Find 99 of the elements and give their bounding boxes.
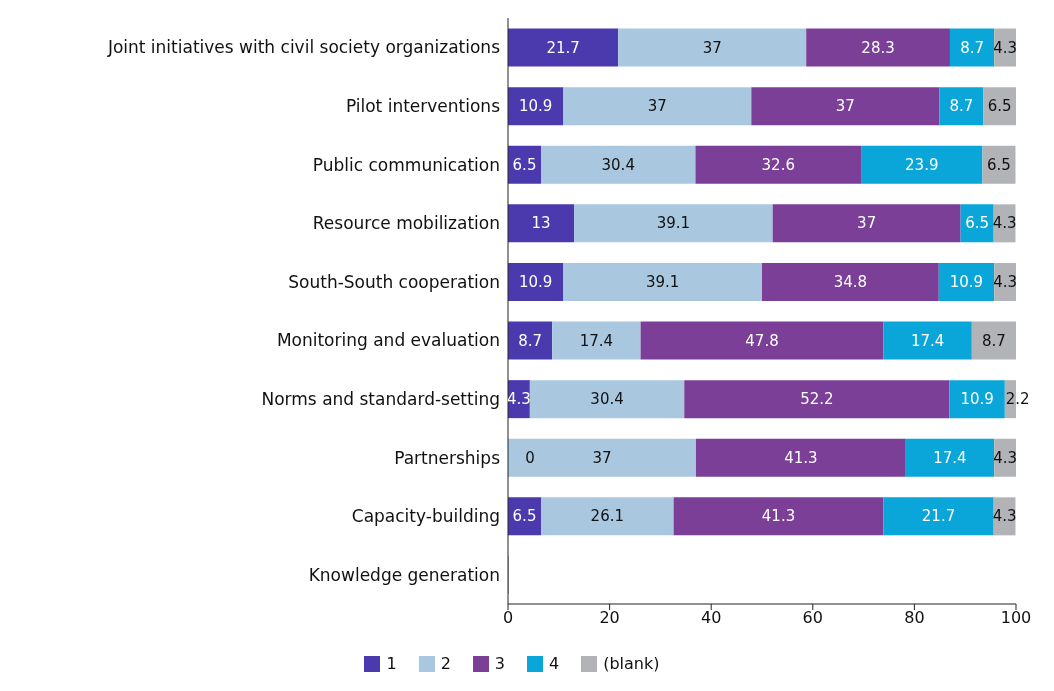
bar	[684, 380, 950, 419]
legend-label: (blank)	[603, 654, 660, 673]
data-label: 6.5	[965, 214, 990, 233]
data-label: 37	[647, 97, 667, 116]
data-label: 10.9	[960, 390, 994, 409]
bar	[640, 321, 884, 360]
data-label: 4.3	[993, 272, 1018, 291]
data-label: 34.8	[833, 272, 868, 291]
y-tick-label: Public communication	[312, 154, 500, 175]
data-label: 37	[592, 448, 612, 467]
data-label: 39.1	[645, 272, 680, 291]
x-tick-label: 40	[701, 608, 722, 628]
data-label: 30.4	[601, 155, 635, 174]
data-label: 23.9	[905, 155, 939, 174]
y-tick-label: Capacity-building	[351, 506, 500, 527]
data-label: 8.7	[960, 38, 984, 57]
bar	[695, 438, 906, 477]
data-label: 28.3	[861, 38, 895, 57]
bar	[508, 321, 553, 360]
legend-label: 1	[386, 654, 397, 673]
data-label: 41.3	[761, 507, 796, 526]
bar	[751, 87, 940, 126]
bar	[508, 28, 619, 67]
bar	[673, 497, 884, 536]
bar	[983, 87, 1016, 126]
bar	[508, 438, 696, 477]
bar	[618, 28, 807, 67]
bar	[960, 204, 994, 243]
bar	[883, 497, 994, 536]
data-label: 10.9	[949, 272, 984, 291]
data-label: 37	[857, 214, 877, 233]
legend-label: 2	[440, 654, 451, 673]
y-tick-label: South-South cooperation	[288, 271, 500, 292]
data-label: 32.6	[761, 155, 795, 174]
x-tick-label: 60	[802, 608, 823, 628]
data-label: 6.5	[512, 507, 537, 526]
bar	[508, 204, 575, 243]
bar	[938, 262, 995, 301]
data-label: 4.3	[993, 448, 1018, 467]
legend-label: 4	[549, 654, 560, 673]
bar	[574, 204, 773, 243]
data-label: 21.7	[921, 507, 956, 526]
data-label: 4.3	[993, 38, 1018, 57]
data-label: 6.5	[987, 155, 1011, 174]
bar	[949, 380, 1005, 419]
bar	[883, 321, 972, 360]
data-label: 17.4	[579, 331, 614, 350]
data-label: 8.7	[518, 331, 543, 350]
y-tick-label: Partnerships	[394, 447, 501, 468]
data-label: 10.9	[518, 97, 553, 116]
bar	[939, 87, 984, 126]
bar	[861, 145, 983, 184]
y-tick-label: Knowledge generation	[308, 564, 500, 585]
data-label: 10.9	[518, 272, 553, 291]
data-label: 0	[525, 448, 535, 467]
x-tick-label: 20	[599, 608, 620, 628]
bar	[772, 204, 961, 243]
bar	[541, 145, 696, 184]
y-tick-label: Monitoring and evaluation	[276, 330, 500, 351]
y-tick-label: Norms and standard-setting	[261, 388, 500, 409]
bar	[563, 262, 762, 301]
bar	[563, 87, 752, 126]
data-label: 21.7	[546, 38, 580, 57]
data-label: 52.2	[800, 390, 834, 409]
data-label: 39.1	[656, 214, 691, 233]
data-label: 17.4	[910, 331, 945, 350]
data-label: 47.8	[745, 331, 779, 350]
x-tick-label: 80	[904, 608, 925, 628]
data-label: 4.3	[992, 214, 1017, 233]
bar	[695, 145, 862, 184]
data-label: 6.5	[512, 155, 537, 174]
y-tick-label: Pilot interventions	[345, 95, 501, 116]
data-label: 8.7	[981, 331, 1006, 350]
data-label: 8.7	[949, 97, 974, 116]
data-label: 4.3	[992, 507, 1017, 526]
bar	[949, 28, 995, 67]
data-label: 4.3	[506, 390, 531, 409]
x-tick-label: 0	[502, 608, 514, 628]
data-label: 30.4	[590, 390, 624, 409]
data-label: 2.2	[1005, 390, 1030, 409]
bar	[971, 321, 1016, 360]
bar	[552, 321, 641, 360]
data-label: 17.4	[933, 448, 967, 467]
x-tick-label: 100	[1000, 608, 1032, 628]
bar	[541, 497, 674, 536]
data-label: 6.5	[987, 97, 1012, 116]
bar	[529, 380, 685, 419]
bar	[806, 28, 950, 67]
bar	[982, 145, 1016, 184]
legend-label: 3	[494, 654, 506, 673]
data-label: 26.1	[590, 507, 625, 526]
bar	[905, 438, 995, 477]
y-tick-label: Resource mobilization	[312, 213, 500, 234]
data-label: 13	[531, 214, 551, 233]
data-label: 37	[702, 38, 722, 57]
data-label: 37	[835, 97, 855, 116]
y-tick-label: Joint initiatives with civil society organizations	[106, 37, 501, 58]
data-label: 41.3	[784, 448, 818, 467]
bar	[762, 262, 939, 301]
